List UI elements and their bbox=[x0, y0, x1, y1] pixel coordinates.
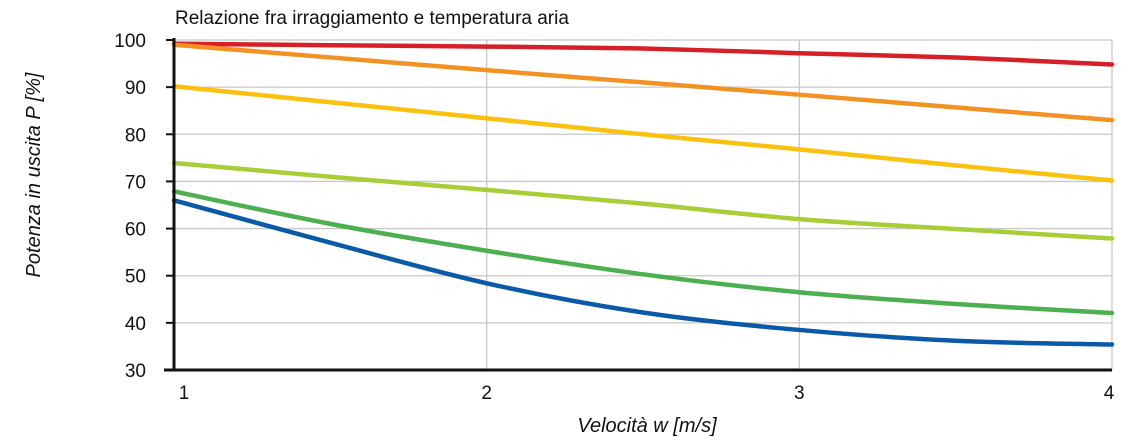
x-tick-label: 2 bbox=[481, 383, 492, 404]
x-axis-title: Velocità w [m/s] bbox=[577, 415, 717, 437]
x-tick-label: 4 bbox=[1104, 383, 1115, 404]
series-line-2 bbox=[171, 42, 1115, 123]
y-tick-label: 50 bbox=[125, 267, 146, 288]
chart-title: Relazione fra irraggiamento e temperatur… bbox=[175, 8, 569, 29]
y-tick-label: 80 bbox=[125, 125, 146, 146]
series-line-6 bbox=[171, 198, 1115, 347]
y-tick-label: 100 bbox=[114, 31, 146, 52]
y-tick-label: 30 bbox=[125, 361, 146, 382]
y-tick-label: 40 bbox=[125, 314, 146, 335]
x-tick-label: 1 bbox=[179, 383, 190, 404]
series-line-3 bbox=[171, 83, 1115, 183]
y-tick-label: 90 bbox=[125, 78, 146, 99]
tick-labels: 30 40 50 60 70 80 90 100 1 2 3 4 bbox=[114, 31, 1114, 404]
y-tick-label: 60 bbox=[125, 220, 146, 241]
x-tick-label: 3 bbox=[794, 383, 805, 404]
series-line-4 bbox=[171, 160, 1115, 241]
y-tick-label: 70 bbox=[125, 172, 146, 193]
series-line-1 bbox=[171, 41, 1115, 67]
series-lines bbox=[171, 41, 1115, 347]
series-line-5 bbox=[171, 189, 1115, 316]
axes bbox=[164, 38, 1112, 372]
y-axis-title: Potenza in uscita P [%] bbox=[23, 72, 45, 277]
